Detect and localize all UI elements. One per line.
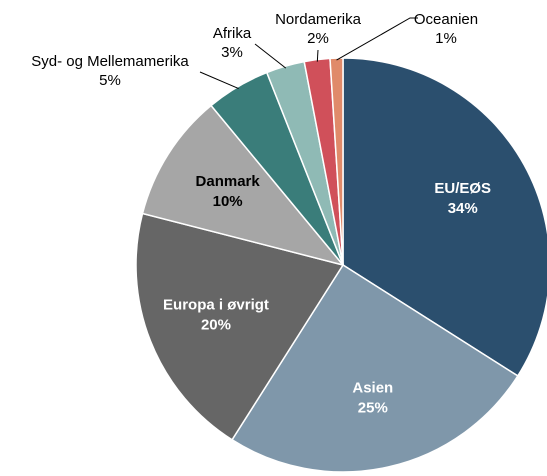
slice-value-label: 10% [213,193,243,210]
slice-value-label: 2% [307,30,329,47]
slice-label: Nordamerika [275,11,362,28]
leader-line [316,49,319,62]
slice-value-label: 20% [201,316,231,333]
slice-label: EU/EØS [434,180,491,197]
slice-label: Asien [352,379,393,396]
slice-value-label: 1% [435,30,457,47]
slice-value-label: 25% [358,399,388,416]
leader-line [254,43,287,69]
slice-value-label: 34% [448,200,478,217]
leader-line [199,71,239,90]
leader-line [336,17,418,61]
pie-slice [141,104,346,267]
pie-slice [329,57,344,266]
pie-slice [231,263,519,473]
slice-value-label: 5% [99,72,121,89]
slice-label: Europa i øvrigt [163,296,269,313]
slice-value-label: 3% [221,44,243,61]
slice-label: Syd- og Mellemamerika [31,53,189,70]
pie-slice [342,57,547,377]
pie-slice [135,212,345,441]
slice-label: Oceanien [414,11,478,28]
slice-label: Afrika [213,25,252,42]
slice-label: Danmark [196,173,261,190]
